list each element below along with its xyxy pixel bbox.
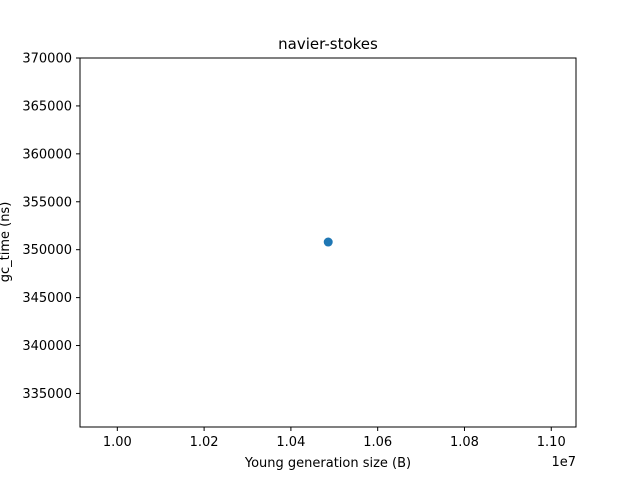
x-axis-label: Young generation size (B): [244, 456, 411, 471]
x-tick-label: 1.06: [363, 435, 392, 450]
x-tick-label: 1.02: [190, 435, 219, 450]
x-tick-label: 1.00: [103, 435, 132, 450]
y-tick-label: 365000: [22, 99, 72, 114]
data-point: [323, 237, 333, 247]
axis-ticks: 1.00 1.02 1.04 1.06 1.08 1.10 335000 340000 3450…: [22, 52, 565, 451]
x-tick-label: 1.10: [537, 435, 566, 450]
y-tick-label: 340000: [22, 339, 72, 354]
y-tick-label: 360000: [22, 147, 72, 162]
data-points: [323, 237, 333, 247]
y-axis-label: gc_time (ns): [0, 202, 13, 283]
y-tick-label: 350000: [22, 243, 72, 258]
chart-title: navier-stokes: [278, 35, 378, 53]
y-tick-label: 355000: [22, 195, 72, 210]
y-tick-label: 370000: [22, 52, 72, 67]
x-offset-label: 1e7: [551, 455, 576, 470]
y-tick-label: 335000: [22, 387, 72, 402]
y-tick-label: 345000: [22, 291, 72, 306]
x-tick-label: 1.04: [276, 435, 305, 450]
x-tick-label: 1.08: [450, 435, 479, 450]
plot-frame: [79, 57, 577, 428]
